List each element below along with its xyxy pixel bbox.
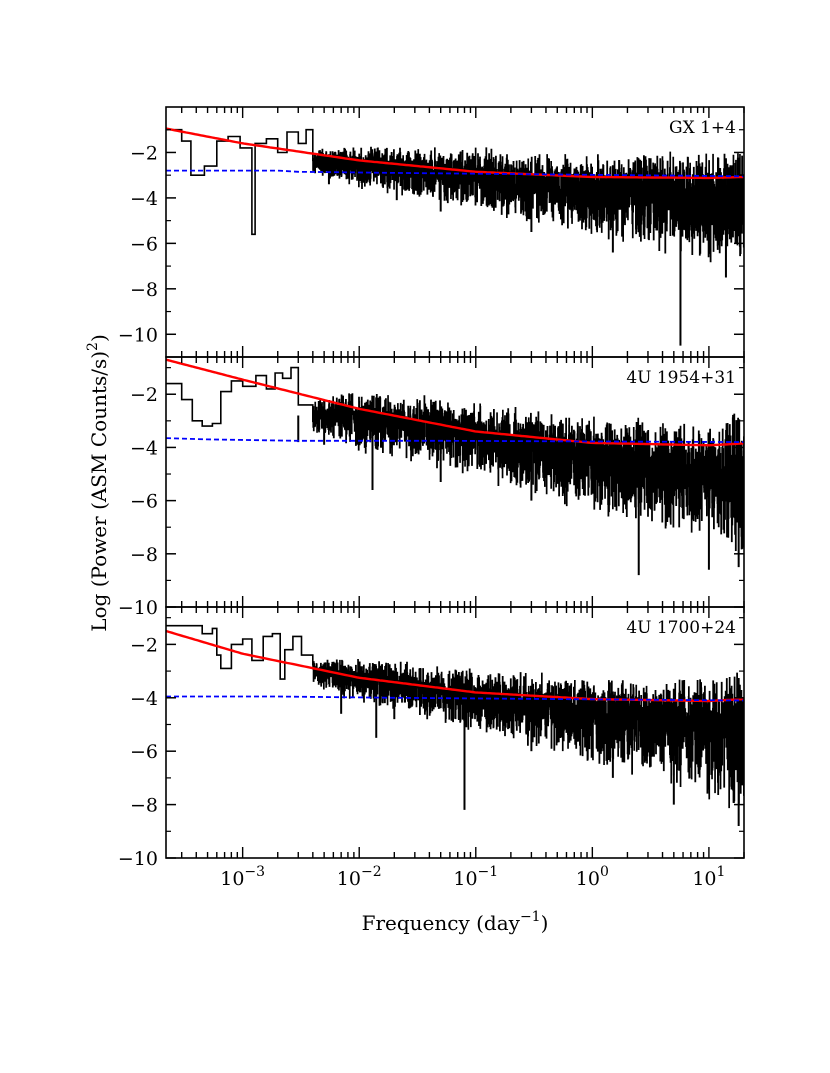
spectrum-line: [166, 366, 744, 551]
plot-area: [166, 127, 744, 346]
x-tick-label-base: 10: [453, 868, 477, 890]
y-tick-label: −2: [130, 142, 158, 164]
panels: −10−8−6−4−2GX 1+4−10−8−6−4−24U 1954+31−1…: [118, 106, 745, 870]
y-axis-title: Log (Power (ASM Counts/s)2): [85, 334, 111, 632]
spectrum-line: [166, 128, 744, 263]
plot-area: [166, 624, 744, 826]
y-tick-label: −4: [130, 688, 158, 710]
level-dashed-line: [166, 695, 744, 702]
panel-2: −10 −8 −6 −4 −2 4U 1954+31: [118, 356, 745, 619]
level-dashed-line: [166, 437, 744, 443]
panel-1: −10 −8 −6 −4 −2 GX 1+4: [118, 106, 745, 358]
y-axis-title-sup: 2: [85, 342, 101, 351]
x-tick-label-base: 10: [337, 868, 361, 890]
y-tick-label: −8: [130, 795, 158, 817]
x-tick-label-base: 10: [576, 868, 600, 890]
model-fit-curve: [166, 358, 744, 447]
panel-frame: [165, 606, 745, 859]
x-tick-label-exponent: −1: [478, 864, 499, 880]
panel-label: GX 1+4: [669, 118, 736, 138]
x-tick-label-base: 10: [220, 868, 244, 890]
x-tick-label: 10−2: [337, 864, 382, 890]
y-tick-label: −6: [130, 491, 158, 513]
x-tick-label: 100: [576, 864, 609, 890]
x-tick-label-base: 10: [692, 868, 716, 890]
level-dashed-line: [166, 169, 744, 178]
x-tick-label-exponent: 1: [717, 864, 726, 880]
x-axis-title-end: ): [541, 911, 549, 935]
y-tick-label: −8: [130, 279, 158, 301]
x-tick-label-exponent: −2: [361, 864, 382, 880]
y-tick-label: −8: [130, 544, 158, 566]
y-axis-title-end: ): [87, 334, 111, 342]
y-tick-label: −2: [130, 634, 158, 656]
y-tick-label: −10: [118, 324, 158, 346]
x-tick-label-exponent: −3: [244, 864, 265, 880]
model-fit-curve: [166, 127, 744, 180]
y-tick-label: −4: [130, 188, 158, 210]
panel-label: 4U 1700+24: [626, 618, 736, 638]
x-axis-title-main: Frequency (day: [362, 911, 521, 935]
y-tick-label: −10: [118, 848, 158, 870]
x-tick-label: 10−1: [453, 864, 498, 890]
x-axis-title: Frequency (day−1): [362, 909, 549, 935]
y-tick-label: −10: [118, 597, 158, 619]
spectrum-line: [166, 624, 744, 809]
panel-label: 4U 1954+31: [626, 368, 736, 388]
y-tick-label: −4: [130, 437, 158, 459]
x-tick-label-exponent: 0: [600, 864, 609, 880]
x-axis-title-sup: −1: [520, 909, 541, 925]
plot-area: [166, 358, 744, 576]
x-tick-label: 101: [692, 864, 725, 890]
y-tick-label: −6: [130, 233, 158, 255]
x-tick-label: 10−3: [220, 864, 265, 890]
panel-3: −10 −8 −6 −4 −2 4U 1700+24: [118, 606, 745, 870]
y-axis-title-main: Log (Power (ASM Counts/s): [87, 351, 111, 632]
y-tick-label: −6: [130, 741, 158, 763]
y-tick-label: −2: [130, 384, 158, 406]
